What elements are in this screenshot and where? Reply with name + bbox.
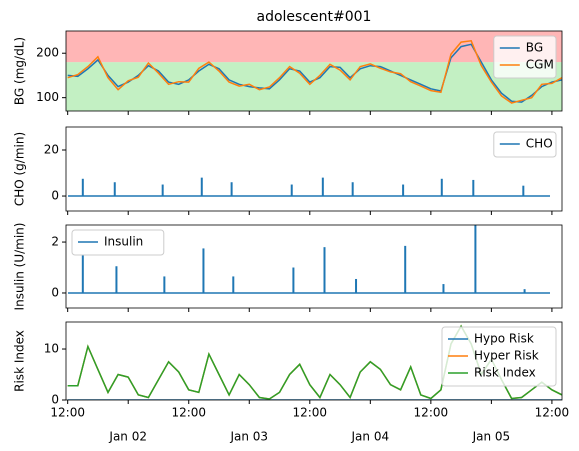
plot-area [68,177,550,197]
y-tick-label: 0 [51,189,59,203]
y-tick-label: 20 [44,143,59,157]
x-tick-label: 12:00 [292,406,327,420]
legend-label: CHO [526,137,553,151]
y-tick-label: 0 [51,285,59,299]
legend-box [441,326,557,387]
legend-label: Hypo Risk [474,332,534,346]
y-axis-label: Insulin (U/min) [13,223,27,311]
y-tick-label: 0 [51,393,59,407]
x-tick-label: 12:00 [171,406,206,420]
x-tick-label: Jan 02 [108,430,147,444]
series-line [67,39,562,104]
y-tick-label: 100 [36,90,59,104]
axes-frame [65,321,563,401]
legend-label: CGM [526,58,554,72]
x-tick-label: 12:00 [414,406,449,420]
chart-title: adolescent#001 [257,9,372,25]
axes-frame [65,126,563,212]
x-tick-label: Jan 05 [472,430,511,444]
y-axis-label: BG (mg/dL) [13,37,27,105]
y-axis-label: CHO (g/min) [13,132,27,206]
plot-area [66,31,562,111]
x-tick-label: Jan 03 [229,430,268,444]
plot-area [68,225,550,294]
legend-label: Hyper Risk [474,349,539,363]
x-tick-label: 12:00 [50,406,85,420]
band [66,62,562,111]
y-tick-label: 200 [36,46,59,60]
legend-label: Insulin [104,235,143,249]
legend-label: Risk Index [474,366,536,380]
legend-box [493,35,557,79]
axes-frame [65,30,563,112]
y-axis-label: Risk Index [13,330,27,392]
y-tick-label: 10 [44,342,59,356]
y-tick-label: 2 [51,235,59,249]
x-tick-label: Jan 04 [351,430,390,444]
legend-box [71,229,165,256]
x-tick-label: 12:00 [535,406,570,420]
axes-frame [65,224,563,309]
legend-label: BG [526,41,543,55]
band [66,31,562,63]
legend-box [493,131,557,158]
